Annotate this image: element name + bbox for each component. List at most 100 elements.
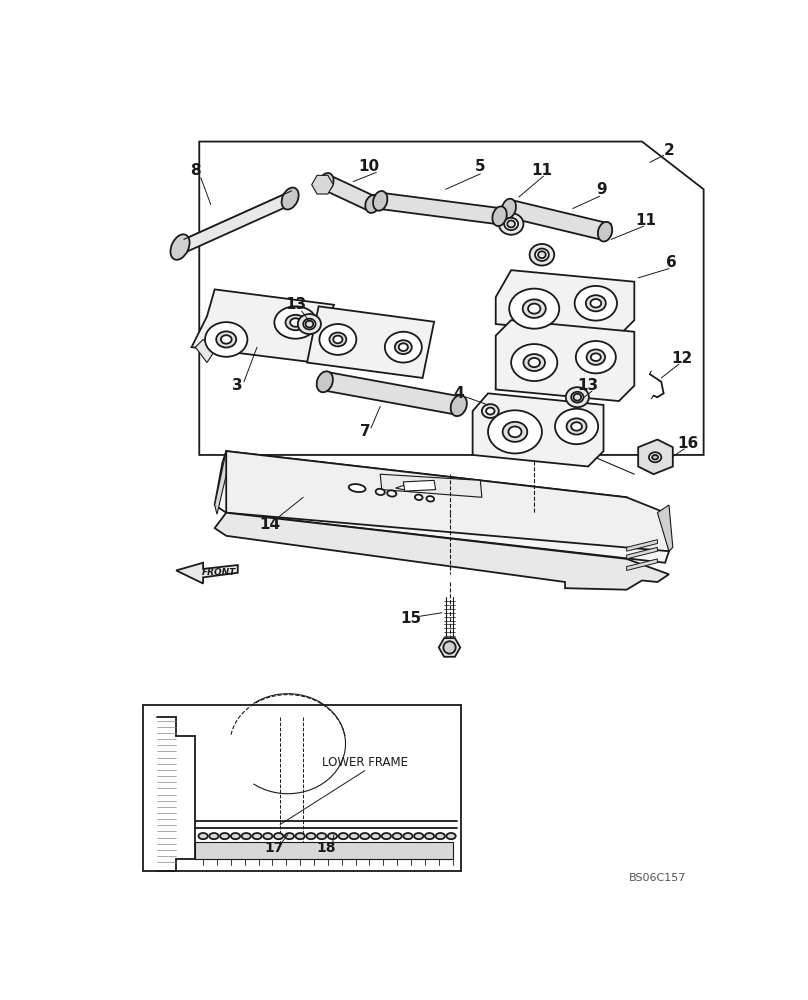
Ellipse shape [170,234,190,260]
Ellipse shape [305,321,314,328]
Ellipse shape [217,331,236,348]
Ellipse shape [231,833,240,839]
Text: 13: 13 [285,297,306,312]
Ellipse shape [275,306,317,339]
Polygon shape [318,373,465,414]
Circle shape [444,641,456,654]
Ellipse shape [528,358,540,367]
Ellipse shape [576,341,616,373]
Text: 11: 11 [532,163,553,178]
Ellipse shape [571,392,583,403]
Ellipse shape [205,322,247,357]
Text: 18: 18 [317,841,336,855]
Polygon shape [396,484,423,491]
Ellipse shape [436,833,445,839]
Ellipse shape [381,833,391,839]
Polygon shape [627,540,658,551]
Ellipse shape [529,244,554,266]
Ellipse shape [360,833,369,839]
Ellipse shape [652,455,659,460]
Polygon shape [196,339,215,363]
Text: 17: 17 [264,841,284,855]
Ellipse shape [511,344,558,381]
Ellipse shape [566,418,587,435]
Ellipse shape [333,336,343,343]
Polygon shape [191,289,334,363]
Ellipse shape [371,833,381,839]
Ellipse shape [385,332,422,363]
Ellipse shape [488,410,542,453]
Ellipse shape [555,409,598,444]
Ellipse shape [415,495,423,500]
Text: 10: 10 [358,159,379,174]
Polygon shape [627,547,658,559]
Ellipse shape [242,833,250,839]
Ellipse shape [403,833,413,839]
Polygon shape [215,451,230,514]
Ellipse shape [425,833,434,839]
Polygon shape [496,320,634,401]
Text: FRONT: FRONT [201,568,236,577]
Ellipse shape [507,220,515,227]
Polygon shape [658,505,673,551]
Ellipse shape [284,833,294,839]
Ellipse shape [492,206,507,226]
Text: 9: 9 [596,182,608,197]
Ellipse shape [339,833,348,839]
Polygon shape [627,559,658,570]
Ellipse shape [221,335,232,344]
Ellipse shape [598,222,612,241]
Ellipse shape [587,349,605,365]
Text: 4: 4 [453,386,464,401]
Text: LOWER FRAME: LOWER FRAME [322,756,408,769]
Ellipse shape [274,833,283,839]
Ellipse shape [395,340,412,354]
Ellipse shape [199,833,208,839]
Ellipse shape [317,371,333,392]
Polygon shape [322,175,377,211]
Ellipse shape [571,422,582,431]
Ellipse shape [220,833,229,839]
Ellipse shape [503,422,528,442]
Text: 16: 16 [678,436,699,451]
Ellipse shape [263,833,272,839]
Ellipse shape [398,343,408,351]
Ellipse shape [296,833,305,839]
Ellipse shape [365,195,380,213]
Ellipse shape [502,199,516,218]
Polygon shape [473,393,604,466]
Ellipse shape [298,314,321,334]
Polygon shape [226,451,669,551]
Ellipse shape [349,484,365,492]
Ellipse shape [282,188,299,210]
Text: 13: 13 [578,378,599,393]
Ellipse shape [574,394,581,401]
Text: BS06C157: BS06C157 [629,873,686,883]
Ellipse shape [328,833,337,839]
Ellipse shape [303,319,316,329]
Ellipse shape [574,286,617,321]
Ellipse shape [209,833,218,839]
Ellipse shape [535,249,549,261]
Polygon shape [215,451,669,563]
Polygon shape [215,513,669,590]
Ellipse shape [504,218,518,230]
Ellipse shape [447,833,456,839]
Ellipse shape [252,833,262,839]
Ellipse shape [319,324,356,355]
Polygon shape [503,201,611,239]
Polygon shape [200,142,704,455]
Ellipse shape [414,833,423,839]
Ellipse shape [376,489,385,495]
Text: 2: 2 [663,143,675,158]
Text: 6: 6 [666,255,676,270]
Polygon shape [307,306,434,378]
Ellipse shape [528,304,541,314]
Text: 8: 8 [190,163,200,178]
Ellipse shape [509,289,559,329]
Polygon shape [377,193,503,224]
Polygon shape [381,474,482,497]
Ellipse shape [290,318,301,327]
Ellipse shape [451,395,467,416]
Text: 11: 11 [635,213,656,228]
